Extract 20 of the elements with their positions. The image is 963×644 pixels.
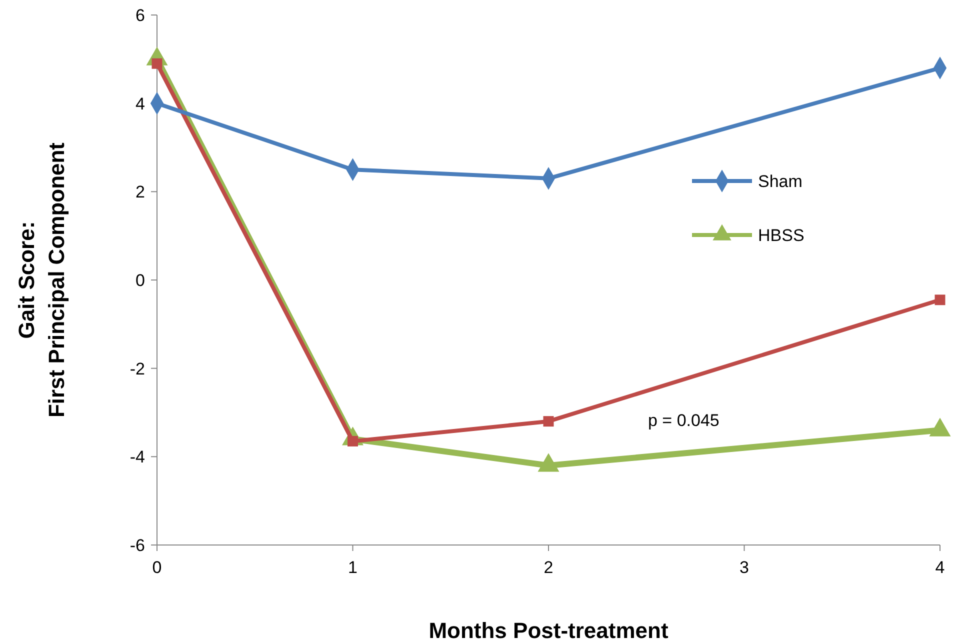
y-tick-label: 2 xyxy=(136,182,145,202)
point xyxy=(934,294,946,306)
y-tick-label: 4 xyxy=(136,94,145,114)
point xyxy=(152,58,162,69)
x-tick-label: 4 xyxy=(935,558,945,577)
x-tick-label: 2 xyxy=(544,558,554,577)
y-tick-label: 0 xyxy=(136,270,145,290)
legend-label: HBSS xyxy=(758,226,804,245)
annotation: p = 0.045 xyxy=(648,411,720,430)
x-tick-label: 3 xyxy=(740,558,749,577)
y-tick-label: -6 xyxy=(130,536,145,555)
point xyxy=(543,416,554,427)
y-tick-label: 6 xyxy=(136,6,145,25)
y-tick-label: -2 xyxy=(130,359,145,378)
x-axis-title: Months Post-treatment xyxy=(428,618,669,643)
legend-label: Sham xyxy=(758,172,802,191)
y-tick-label: -4 xyxy=(130,448,145,467)
x-tick-label: 0 xyxy=(152,558,162,577)
x-tick-label: 1 xyxy=(348,558,358,577)
y-axis-title: Gait Score: First Principal Component xyxy=(14,142,69,418)
